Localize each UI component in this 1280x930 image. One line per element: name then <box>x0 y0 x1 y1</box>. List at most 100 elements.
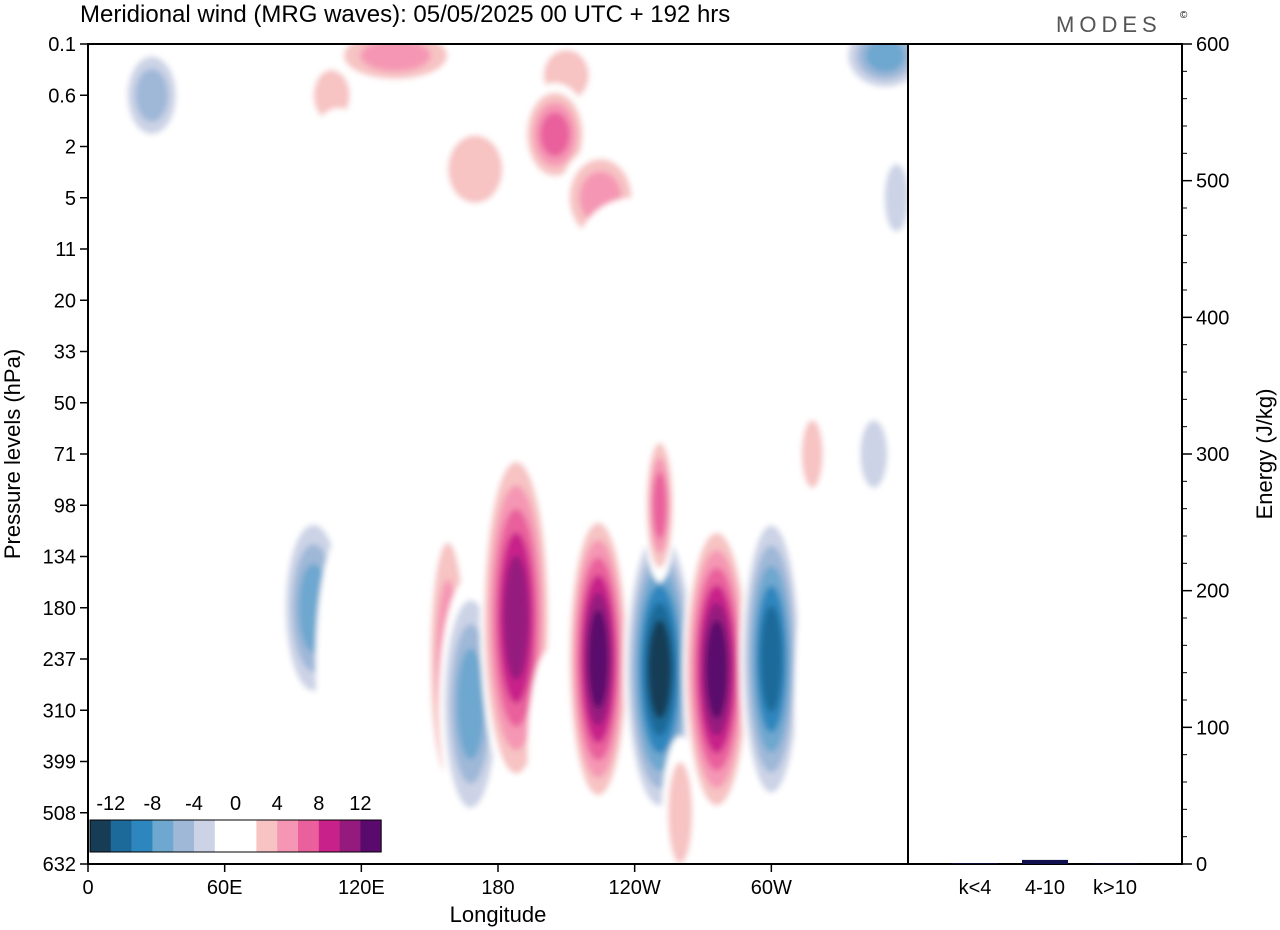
y-tick-label: 5 <box>65 188 76 210</box>
contour-blob-17-level-1 <box>860 420 888 488</box>
contour-blob-11-level-1 <box>668 762 693 864</box>
energy-frame <box>907 43 1183 865</box>
x-axis-label: Longitude <box>450 902 547 927</box>
contour-blob-15-level-1 <box>801 420 823 488</box>
contour-blob-26-level-3 <box>865 44 905 73</box>
y-tick-label: 0.6 <box>48 85 76 107</box>
y-tick-label: 33 <box>54 342 76 364</box>
x-tick-label: 120W <box>609 877 661 899</box>
colorbar-label: 12 <box>349 793 371 815</box>
y-tick-label: 180 <box>43 598 76 620</box>
heatmap-panel: -12 -8 -4 0 4 8 12 0 60E 120E 180 120W 60W 0.1 0.6 2 5… <box>0 34 909 927</box>
energy-bars <box>952 859 1138 865</box>
contour-blob-4-level-3 <box>456 648 485 760</box>
heatmap-contours <box>97 44 908 864</box>
contour-blob-1-level-0 <box>315 533 371 790</box>
energy-tick-label: 400 <box>1196 307 1229 329</box>
colorbar-label: 4 <box>272 793 283 815</box>
colorbar-swatch <box>256 820 278 852</box>
colorbar-swatch <box>277 820 299 852</box>
colorbar-swatch <box>298 820 320 852</box>
y-tick-label: 310 <box>43 700 76 722</box>
brand-mark: © <box>1180 10 1188 21</box>
contour-blob-2-level-0 <box>395 499 432 756</box>
colorbar-label: 8 <box>313 793 324 815</box>
y-axis-label: Pressure levels (hPa) <box>0 349 25 559</box>
energy-tick-label: 500 <box>1196 171 1229 193</box>
contour-blob-32-level-0 <box>149 364 186 442</box>
energy-category-label: 4-10 <box>1025 877 1065 899</box>
y-tick-label: 399 <box>43 752 76 774</box>
brand-logo: MODES <box>1056 12 1162 37</box>
contour-blob-5-level-5 <box>503 555 529 680</box>
contour-blob-16-level-0 <box>794 550 840 858</box>
contour-blob-9-level-6 <box>648 620 672 719</box>
colorbar-swatch <box>90 820 112 852</box>
y-tick-label: 0.1 <box>48 34 76 56</box>
colorbar-swatch <box>360 820 382 852</box>
y-tick-label: 632 <box>43 854 76 876</box>
contour-blob-8-level-6 <box>588 609 609 709</box>
contour-blob-20-level-1 <box>313 69 350 121</box>
energy-x-axis: k<4 4-10 k>10 <box>959 877 1137 899</box>
energy-tick-label: 600 <box>1196 34 1229 56</box>
colorbar: -12 -8 -4 0 4 8 12 <box>84 780 388 860</box>
energy-category-label: k<4 <box>959 877 992 899</box>
colorbar-swatch <box>235 820 257 852</box>
energy-bar <box>1022 859 1068 864</box>
x-tick-label: 60W <box>751 877 792 899</box>
colorbar-swatch <box>194 820 216 852</box>
contour-blob-18-level-2 <box>135 68 169 122</box>
colorbar-border <box>89 819 382 853</box>
colorbar-swatch <box>318 820 340 852</box>
x-tick-label: 120E <box>338 877 385 899</box>
energy-tick-label: 0 <box>1196 854 1207 876</box>
energy-bar <box>1092 863 1138 865</box>
colorbar-label: -12 <box>96 793 125 815</box>
contour-blob-31-level-0 <box>190 159 259 237</box>
energy-bar <box>952 863 998 864</box>
contour-blob-30-level-0 <box>577 197 692 301</box>
x-tick-label: 60E <box>207 877 243 899</box>
y-tick-label: 50 <box>54 393 76 415</box>
energy-y-axis: 0 100 200 300 400 500 600 <box>1182 34 1229 876</box>
y-tick-label: 20 <box>54 290 76 312</box>
energy-axis-label: Energy (J/kg) <box>1252 389 1277 520</box>
colorbar-label: 0 <box>230 793 241 815</box>
contour-blob-28-level-0 <box>311 108 366 185</box>
energy-tick-label: 300 <box>1196 444 1229 466</box>
x-axis: 0 60E 120E 180 120W 60W <box>82 864 792 899</box>
contour-blob-19-level-0 <box>174 44 230 114</box>
contour-blob-21-level-2 <box>360 44 431 72</box>
energy-tick-label: 200 <box>1196 581 1229 603</box>
chart-title: Meridional wind (MRG waves): 05/05/2025 … <box>80 1 730 28</box>
y-tick-label: 98 <box>54 495 76 517</box>
colorbar-swatch <box>152 820 174 852</box>
contour-blob-23-level-3 <box>540 112 570 157</box>
contour-blob-27-level-1 <box>884 164 908 232</box>
y-tick-label: 71 <box>54 444 76 466</box>
colorbar-label: -4 <box>185 793 203 815</box>
energy-category-label: k>10 <box>1093 877 1137 899</box>
colorbar-swatch <box>110 820 132 852</box>
colorbar-label: -8 <box>144 793 162 815</box>
contour-blob-6-level-0 <box>527 649 574 855</box>
y-tick-label: 11 <box>55 239 76 261</box>
x-tick-label: 0 <box>82 877 93 899</box>
x-tick-label: 180 <box>481 877 514 899</box>
contour-blob-14-level-5 <box>760 605 783 713</box>
y-tick-label: 134 <box>43 547 76 569</box>
colorbar-swatch <box>339 820 361 852</box>
y-tick-label: 508 <box>43 803 76 825</box>
contour-blob-29-level-0 <box>486 184 555 314</box>
y-tick-label: 2 <box>65 137 76 159</box>
energy-tick-label: 100 <box>1196 717 1229 739</box>
y-axis: 0.1 0.6 2 5 11 20 33 50 71 98 134 180 237 310 399 508 63… <box>43 34 88 876</box>
colorbar-swatch <box>173 820 195 852</box>
colorbar-swatch <box>131 820 153 852</box>
colorbar-swatch <box>214 820 236 852</box>
contour-blob-10-level-6 <box>705 620 728 719</box>
energy-panel: 0 100 200 300 400 500 600 k<4 4-10 k>10 Energy (… <box>907 34 1277 899</box>
y-tick-label: 237 <box>43 649 76 671</box>
